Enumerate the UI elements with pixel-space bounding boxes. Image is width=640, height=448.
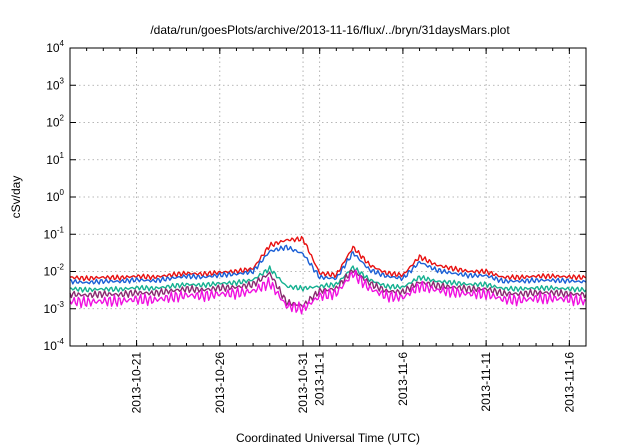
y-tick-exponent: 4 [60,39,65,48]
x-tick-label: 2013-11-1 [313,352,327,406]
y-tick-label: 10-2 [44,263,65,279]
y-tick-exponent: 1 [60,151,65,160]
y-tick-label: 104 [46,39,64,55]
x-axis-label: Coordinated Universal Time (UTC) [236,431,420,445]
series-line-3 [69,265,587,293]
y-tick-base: 10 [46,78,60,92]
y-tick-base: 10 [44,265,58,279]
series-line-2 [69,244,587,285]
y-tick-exponent: -2 [57,263,65,272]
x-tick-label: 2013-10-21 [130,352,144,414]
y-tick-label: 10-1 [44,225,65,241]
y-tick-label: 10-3 [44,300,65,316]
y-tick-label: 102 [46,114,64,130]
chart-title: /data/run/goesPlots/archive/2013-11-16/f… [150,23,510,37]
y-tick-base: 10 [46,116,60,130]
x-tick-label: 2013-10-26 [213,352,227,414]
y-tick-base: 10 [44,302,58,316]
y-tick-exponent: 0 [60,188,65,197]
y-tick-exponent: -4 [57,337,65,346]
y-tick-label: 10-4 [44,337,65,353]
y-tick-base: 10 [46,41,60,55]
y-tick-base: 10 [46,190,60,204]
series-line-5 [69,269,587,315]
series-layer [69,235,587,315]
y-tick-exponent: 3 [60,76,65,85]
y-tick-base: 10 [46,153,60,167]
ticks: 10-410-310-210-11001011021031042013-10-2… [44,39,587,414]
y-tick-base: 10 [44,227,58,241]
x-tick-label: 2013-11-11 [479,352,493,412]
y-axis-label-group: cSv/day [9,176,23,219]
y-tick-label: 101 [46,151,64,167]
y-tick-exponent: -3 [57,300,65,309]
x-tick-label: 2013-10-31 [296,352,310,414]
y-axis-label: cSv/day [9,176,23,219]
series-line-4 [69,269,587,309]
y-tick-base: 10 [44,339,58,353]
y-tick-label: 100 [46,188,64,204]
y-tick-exponent: -1 [57,225,65,234]
y-tick-label: 103 [46,76,64,92]
x-tick-label: 2013-11-6 [396,352,410,406]
y-tick-exponent: 2 [60,114,65,123]
series-line-1 [69,235,587,282]
x-tick-label: 2013-11-16 [562,352,576,413]
